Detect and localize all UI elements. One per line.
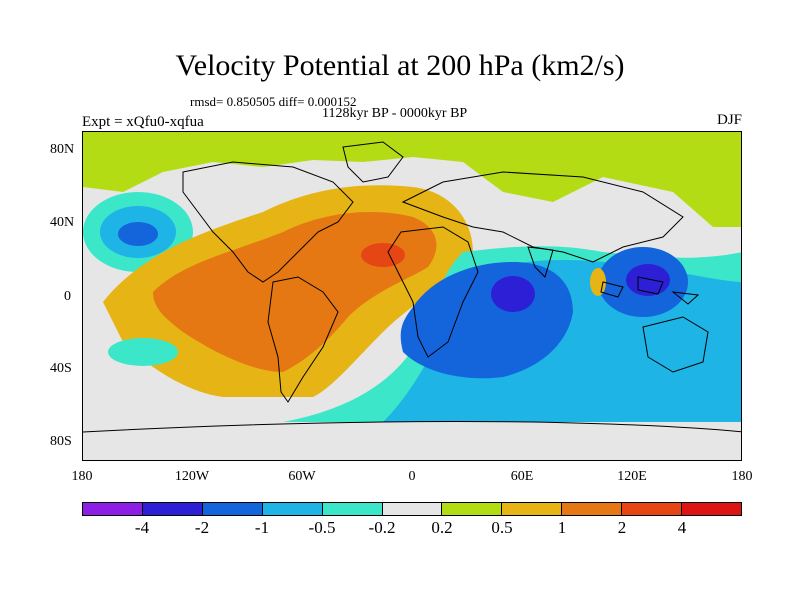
contour-positive-max — [361, 243, 405, 267]
colorbar-swatch-1 — [142, 503, 203, 515]
colorbar-label-7: 1 — [557, 518, 567, 537]
contour-field — [83, 132, 741, 460]
colorbar-swatch-10 — [682, 503, 741, 515]
colorbar-swatch-4 — [322, 503, 383, 515]
colorbar-label-2: -1 — [254, 518, 270, 537]
colorbar-swatch-9 — [622, 503, 683, 515]
colorbar — [82, 502, 742, 516]
colorbar-swatch-2 — [202, 503, 263, 515]
lon-label-180w: 180 — [71, 469, 93, 484]
colorbar-label-5: 0.2 — [431, 518, 453, 537]
plot-title: Velocity Potential at 200 hPa (km2/s) — [175, 49, 625, 82]
season-label: DJF — [716, 112, 742, 128]
colorbar-label-1: -2 — [194, 518, 210, 537]
lat-label-40s: 40S — [50, 361, 72, 376]
rmsd-diff-stats: rmsd= 0.850505 diff= 0.000152 — [190, 94, 357, 109]
lon-label-180e: 180 — [731, 469, 753, 484]
colorbar-swatch-8 — [562, 503, 623, 515]
colorbar-swatch-0 — [83, 503, 143, 515]
lon-label-60w: 60W — [288, 469, 316, 484]
colorbar-label-9: 4 — [677, 518, 687, 537]
contour-negative-africa-core — [491, 276, 535, 312]
lat-label-80n: 80N — [50, 142, 75, 157]
colorbar-swatch-6 — [442, 503, 503, 515]
colorbar-swatch-3 — [262, 503, 323, 515]
lat-label-40n: 40N — [50, 215, 75, 230]
colorbar-swatch-5 — [382, 503, 443, 515]
contour-positive-north — [83, 132, 741, 227]
contour-se-pacific — [108, 338, 178, 366]
experiment-label: Expt = xQfu0-xqfua — [82, 114, 204, 130]
time-period-subtitle: 1128kyr BP - 0000kyr BP — [322, 106, 468, 121]
colorbar-label-0: -4 — [134, 518, 150, 537]
lon-label-0: 0 — [408, 469, 416, 484]
lon-label-120w: 120W — [174, 469, 210, 484]
lon-label-120e: 120E — [617, 469, 647, 484]
coastlines — [83, 141, 741, 433]
colorbar-label-6: 0.5 — [491, 518, 513, 537]
lat-label-80s: 80S — [50, 434, 72, 449]
colorbar-label-8: 2 — [617, 518, 627, 537]
lat-label-equator: 0 — [64, 289, 71, 304]
colorbar-label-4: -0.2 — [368, 518, 396, 537]
contour-nw-pacific-core — [118, 222, 158, 246]
lon-label-60e: 60E — [510, 469, 534, 484]
colorbar-swatch-7 — [502, 503, 563, 515]
contour-negative-maritime-core — [626, 264, 670, 296]
colorbar-label-3: -0.5 — [308, 518, 336, 537]
contour-antarctic — [83, 422, 741, 460]
velocity-potential-map — [82, 131, 742, 461]
